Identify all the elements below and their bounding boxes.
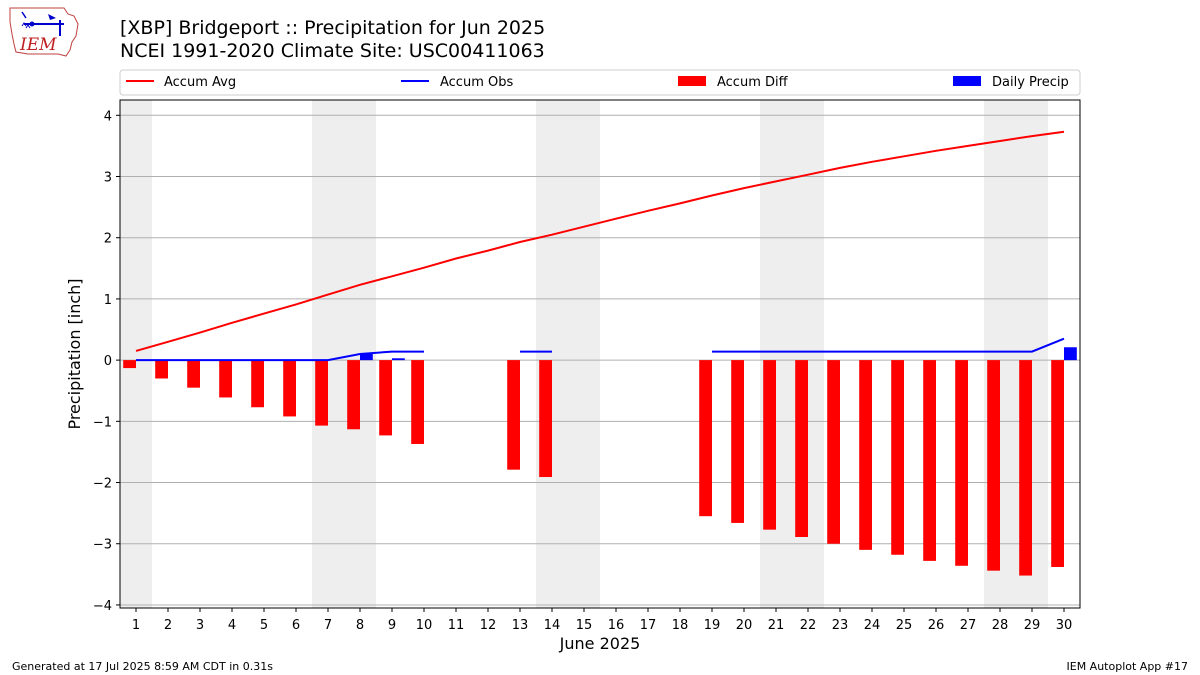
plot-frame <box>119 99 1081 609</box>
x-tick-label: 25 <box>896 618 913 633</box>
y-tick-label: 4 <box>104 109 112 124</box>
accum-diff-bar <box>987 360 1000 571</box>
accum-diff-bar <box>699 360 712 517</box>
legend-accum-diff-swatch <box>678 76 706 86</box>
x-tick-label: 9 <box>388 618 396 633</box>
x-tick-label: 16 <box>608 618 625 633</box>
accum-diff-bar <box>763 360 776 530</box>
accum-diff-bar <box>251 360 264 408</box>
x-tick-label: 22 <box>800 618 817 633</box>
x-tick-label: 15 <box>576 618 593 633</box>
y-axis-ticks: −4 −3 −2 −1 0 1 2 3 4 <box>93 109 120 614</box>
accum-diff-bar <box>219 360 232 398</box>
accum-diff-bar <box>891 360 904 555</box>
y-tick-label: 0 <box>104 354 112 369</box>
legend-accum-avg-label: Accum Avg <box>164 75 236 90</box>
accum-diff-bar <box>123 360 136 369</box>
accum-diff-bar <box>379 360 392 436</box>
x-tick-label: 18 <box>672 618 689 633</box>
accum-diff-bar <box>1051 360 1064 567</box>
accum-diff-bar <box>411 360 424 444</box>
x-tick-label: 6 <box>292 618 300 633</box>
lines <box>135 130 1065 362</box>
y-tick-label: 1 <box>104 293 112 308</box>
accum-diff-bar <box>1019 360 1032 576</box>
x-axis-label: June 2025 <box>559 634 641 653</box>
x-axis-ticks: 1 2 3 4 5 6 7 8 9 10 11 12 13 14 15 16 17 18 19 20 21 22 23 24 2… <box>132 608 1072 633</box>
y-tick-label: 2 <box>104 232 112 247</box>
x-tick-label: 7 <box>324 618 332 633</box>
y-tick-label: −1 <box>93 415 112 430</box>
accum-diff-bar <box>187 360 200 388</box>
x-tick-label: 1 <box>132 618 140 633</box>
accum-diff-bar <box>859 360 872 550</box>
weekend-shade-2 <box>536 100 600 608</box>
iem-logo-text: IEM <box>19 35 57 55</box>
y-tick-label: −3 <box>93 538 112 553</box>
x-tick-label: 20 <box>736 618 753 633</box>
accum-diff-bar <box>283 360 296 417</box>
x-tick-label: 13 <box>512 618 529 633</box>
accum-diff-bar <box>155 360 168 379</box>
x-tick-label: 2 <box>164 618 172 633</box>
y-axis-label: Precipitation [inch] <box>65 278 84 429</box>
x-tick-label: 24 <box>864 618 881 633</box>
x-tick-label: 8 <box>356 618 364 633</box>
x-tick-label: 3 <box>196 618 204 633</box>
accum-diff-bar <box>315 360 328 426</box>
x-tick-label: 26 <box>928 618 945 633</box>
weekend-shading <box>120 100 1048 608</box>
page-title: [XBP] Bridgeport :: Precipitation for Ju… <box>120 17 545 63</box>
x-tick-label: 11 <box>448 618 465 633</box>
accum-diff-bar <box>795 360 808 538</box>
title-line-1: [XBP] Bridgeport :: Precipitation for Ju… <box>120 17 546 39</box>
weekend-shade-0 <box>120 100 152 608</box>
x-tick-label: 4 <box>228 618 236 633</box>
daily-precip-bar <box>360 354 373 361</box>
legend-accum-diff-label: Accum Diff <box>717 75 789 90</box>
accum-diff-bar <box>923 360 936 561</box>
y-tick-label: −4 <box>93 599 112 614</box>
accum-diff-bar <box>731 360 744 523</box>
x-tick-label: 30 <box>1056 618 1073 633</box>
x-tick-label: 19 <box>704 618 721 633</box>
footer-generated: Generated at 17 Jul 2025 8:59 AM CDT in … <box>12 660 273 673</box>
x-tick-label: 21 <box>768 618 785 633</box>
x-tick-label: 23 <box>832 618 849 633</box>
x-tick-label: 17 <box>640 618 657 633</box>
daily-precip-bar <box>1064 347 1077 361</box>
legend-daily-precip-swatch <box>953 76 981 86</box>
accum-obs-line <box>136 350 424 362</box>
accum-diff-bar <box>827 360 840 544</box>
accum-diff-bar <box>347 360 360 430</box>
legend: Accum Avg Accum Obs Accum Diff Daily Pre… <box>119 69 1081 96</box>
accum-obs-line <box>712 337 1065 353</box>
accum-diff-bar <box>507 360 520 470</box>
x-tick-label: 5 <box>260 618 268 633</box>
legend-accum-obs-label: Accum Obs <box>440 75 513 90</box>
footer-app: IEM Autoplot App #17 <box>1066 660 1189 673</box>
accum-diff-bar <box>539 360 552 478</box>
legend-box <box>119 69 1081 96</box>
daily-precip-bar <box>392 358 405 361</box>
bars <box>123 347 1077 576</box>
y-tick-label: 3 <box>104 171 112 186</box>
x-tick-label: 28 <box>992 618 1009 633</box>
legend-daily-precip-label: Daily Precip <box>992 75 1069 90</box>
title-line-2: NCEI 1991-2020 Climate Site: USC00411063 <box>120 40 545 62</box>
iem-logo: IEM <box>8 6 82 60</box>
y-tick-label: −2 <box>93 477 112 492</box>
x-tick-label: 14 <box>544 618 561 633</box>
x-tick-label: 29 <box>1024 618 1041 633</box>
x-tick-label: 10 <box>416 618 433 633</box>
x-tick-label: 12 <box>480 618 497 633</box>
x-tick-label: 27 <box>960 618 977 633</box>
accum-avg-line <box>135 130 1065 352</box>
accum-diff-bar <box>955 360 968 566</box>
